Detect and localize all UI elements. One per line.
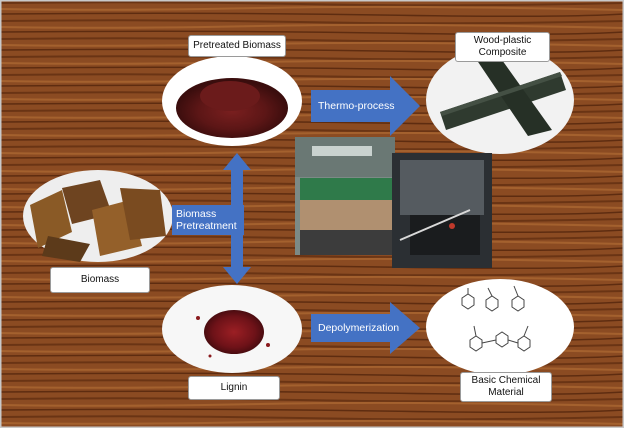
biomass-label: Biomass: [50, 267, 150, 293]
extruder-photo: [295, 137, 395, 255]
biomass-pretreatment-text: Biomass Pretreatment: [176, 208, 237, 232]
pretreated-biomass-photo: [162, 56, 302, 146]
basic-chemical-material-label: Basic Chemical Material: [460, 372, 552, 402]
depolymerization-text: Depolymerization: [318, 322, 400, 334]
injection-machine-photo: [392, 153, 492, 268]
lignin-label: Lignin: [188, 376, 280, 400]
lignin-photo: [162, 285, 302, 373]
biomass-photo: [23, 170, 173, 262]
wood-plastic-composite-photo: [426, 46, 574, 154]
thermo-process-arrow: [311, 76, 420, 136]
chemical-structures: [426, 279, 574, 375]
wood-plastic-composite-label: Wood-plastic Composite: [455, 32, 550, 62]
thermo-process-text: Thermo-process: [318, 100, 395, 112]
pretreated-biomass-label: Pretreated Biomass: [188, 35, 286, 57]
depolymerization-arrow: [311, 302, 420, 354]
